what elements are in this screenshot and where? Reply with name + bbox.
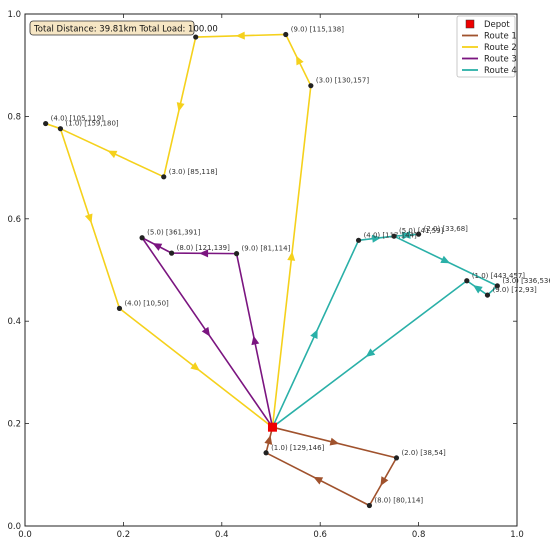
route-arrow bbox=[199, 249, 209, 258]
customer-node bbox=[355, 237, 362, 243]
legend-route-label: Route 3 bbox=[484, 55, 517, 65]
node-labels: (9.0) [115,138] (3.0) [130,157] (3.0) [85,… bbox=[51, 25, 550, 504]
customer-node bbox=[283, 31, 289, 38]
route-arrow bbox=[107, 150, 118, 159]
route-arrow bbox=[235, 31, 245, 40]
customer-node bbox=[366, 502, 372, 509]
route-arrow bbox=[310, 329, 318, 340]
route-arrow bbox=[313, 476, 324, 485]
axis-ticks: 0.0 0.2 0.4 0.6 0.8 1.0 0.0 0.2 0.4 0.6 0.8 1.0 bbox=[7, 10, 523, 540]
route-arrow bbox=[152, 243, 163, 251]
node-label: (2.0) [33,68] bbox=[424, 225, 469, 233]
node-label: (3.0) [85,118] bbox=[169, 168, 218, 176]
node-label: (5.0) [361,391] bbox=[147, 229, 200, 237]
node-label: (1.0) [159,180] bbox=[65, 120, 118, 128]
route-arrow bbox=[440, 255, 451, 264]
node-label: (9.0) [72,93] bbox=[492, 286, 537, 294]
legend-depot-swatch bbox=[465, 19, 475, 29]
node-label: (5.0) [41,59] bbox=[399, 227, 444, 235]
route-arrow bbox=[401, 230, 411, 239]
legend-frame bbox=[456, 15, 516, 78]
route-arrows bbox=[84, 31, 483, 487]
customer-node bbox=[391, 233, 397, 239]
route-arrow bbox=[329, 437, 340, 446]
legend-route-label: Route 2 bbox=[484, 43, 517, 53]
y-tick-label: 1.0 bbox=[7, 10, 21, 20]
x-tick-label: 0.6 bbox=[313, 530, 327, 540]
route-arrow bbox=[190, 362, 200, 371]
node-label: (3.0) [336,536] bbox=[502, 277, 550, 285]
node-label: (4.0) [10,50] bbox=[124, 299, 169, 307]
node-label: (3.0) [130,157] bbox=[316, 77, 369, 85]
node-label: (2.0) [38,54] bbox=[401, 449, 446, 457]
customer-node bbox=[57, 126, 64, 132]
node-label: (9.0) [81,114] bbox=[242, 245, 291, 253]
route-arrow bbox=[365, 348, 376, 357]
x-tick-label: 0.8 bbox=[412, 530, 426, 540]
node-label: (9.0) [115,138] bbox=[291, 25, 344, 33]
route-arrow bbox=[84, 213, 93, 224]
node-label: (4.0) [105,119] bbox=[51, 115, 104, 123]
route-arrow bbox=[287, 251, 296, 261]
node-label: (1.0) [129,146] bbox=[271, 444, 324, 452]
depot-marker bbox=[267, 422, 277, 432]
info-box-frame bbox=[29, 20, 195, 36]
legend-depot-label: Depot bbox=[484, 20, 510, 30]
y-tick-label: 0.0 bbox=[7, 522, 21, 532]
customer-node bbox=[263, 450, 269, 456]
y-tick-label: 0.8 bbox=[7, 112, 21, 122]
customer-node bbox=[393, 455, 400, 461]
route-arrow bbox=[296, 55, 304, 66]
node-label: (8.0) [80,114] bbox=[374, 497, 423, 505]
legend-route-label: Route 4 bbox=[484, 66, 517, 76]
customer-node bbox=[494, 283, 500, 289]
customer-node bbox=[116, 305, 123, 311]
customer-node bbox=[416, 231, 422, 237]
node-label: (4.0) [117,144] bbox=[364, 231, 417, 239]
route-arrow bbox=[371, 234, 382, 243]
route-arrow bbox=[251, 335, 260, 346]
y-tick-label: 0.6 bbox=[7, 215, 21, 225]
route-arrow bbox=[380, 476, 389, 487]
x-tick-label: 0.0 bbox=[18, 530, 32, 540]
customer-node bbox=[139, 235, 145, 241]
customer-node bbox=[484, 292, 491, 298]
customer-node bbox=[233, 251, 240, 257]
route-arrow bbox=[264, 435, 273, 445]
customer-nodes bbox=[43, 31, 500, 509]
customer-node bbox=[161, 174, 167, 180]
customer-node bbox=[169, 250, 175, 256]
customer-node bbox=[308, 83, 314, 89]
y-tick-label: 0.2 bbox=[7, 420, 21, 430]
info-box-text: Total Distance: 39.81km Total Load: 100.… bbox=[33, 25, 218, 35]
info-box: Total Distance: 39.81km Total Load: 100.… bbox=[29, 20, 218, 36]
route-arrow bbox=[473, 285, 483, 294]
route-arrow bbox=[176, 102, 185, 112]
legend-route-label: Route 1 bbox=[484, 32, 517, 42]
x-tick-label: 1.0 bbox=[510, 530, 524, 540]
customer-node bbox=[43, 120, 49, 127]
x-tick-label: 0.4 bbox=[215, 530, 229, 540]
node-label: (8.0) [121,139] bbox=[177, 244, 230, 252]
route-arrow bbox=[201, 326, 211, 337]
customer-node bbox=[193, 34, 199, 40]
depot-marker-group bbox=[267, 422, 277, 432]
y-tick-label: 0.4 bbox=[7, 317, 21, 327]
node-label: (1.0) [443,457] bbox=[472, 272, 525, 280]
x-tick-label: 0.2 bbox=[117, 530, 131, 540]
customer-node bbox=[464, 278, 470, 284]
